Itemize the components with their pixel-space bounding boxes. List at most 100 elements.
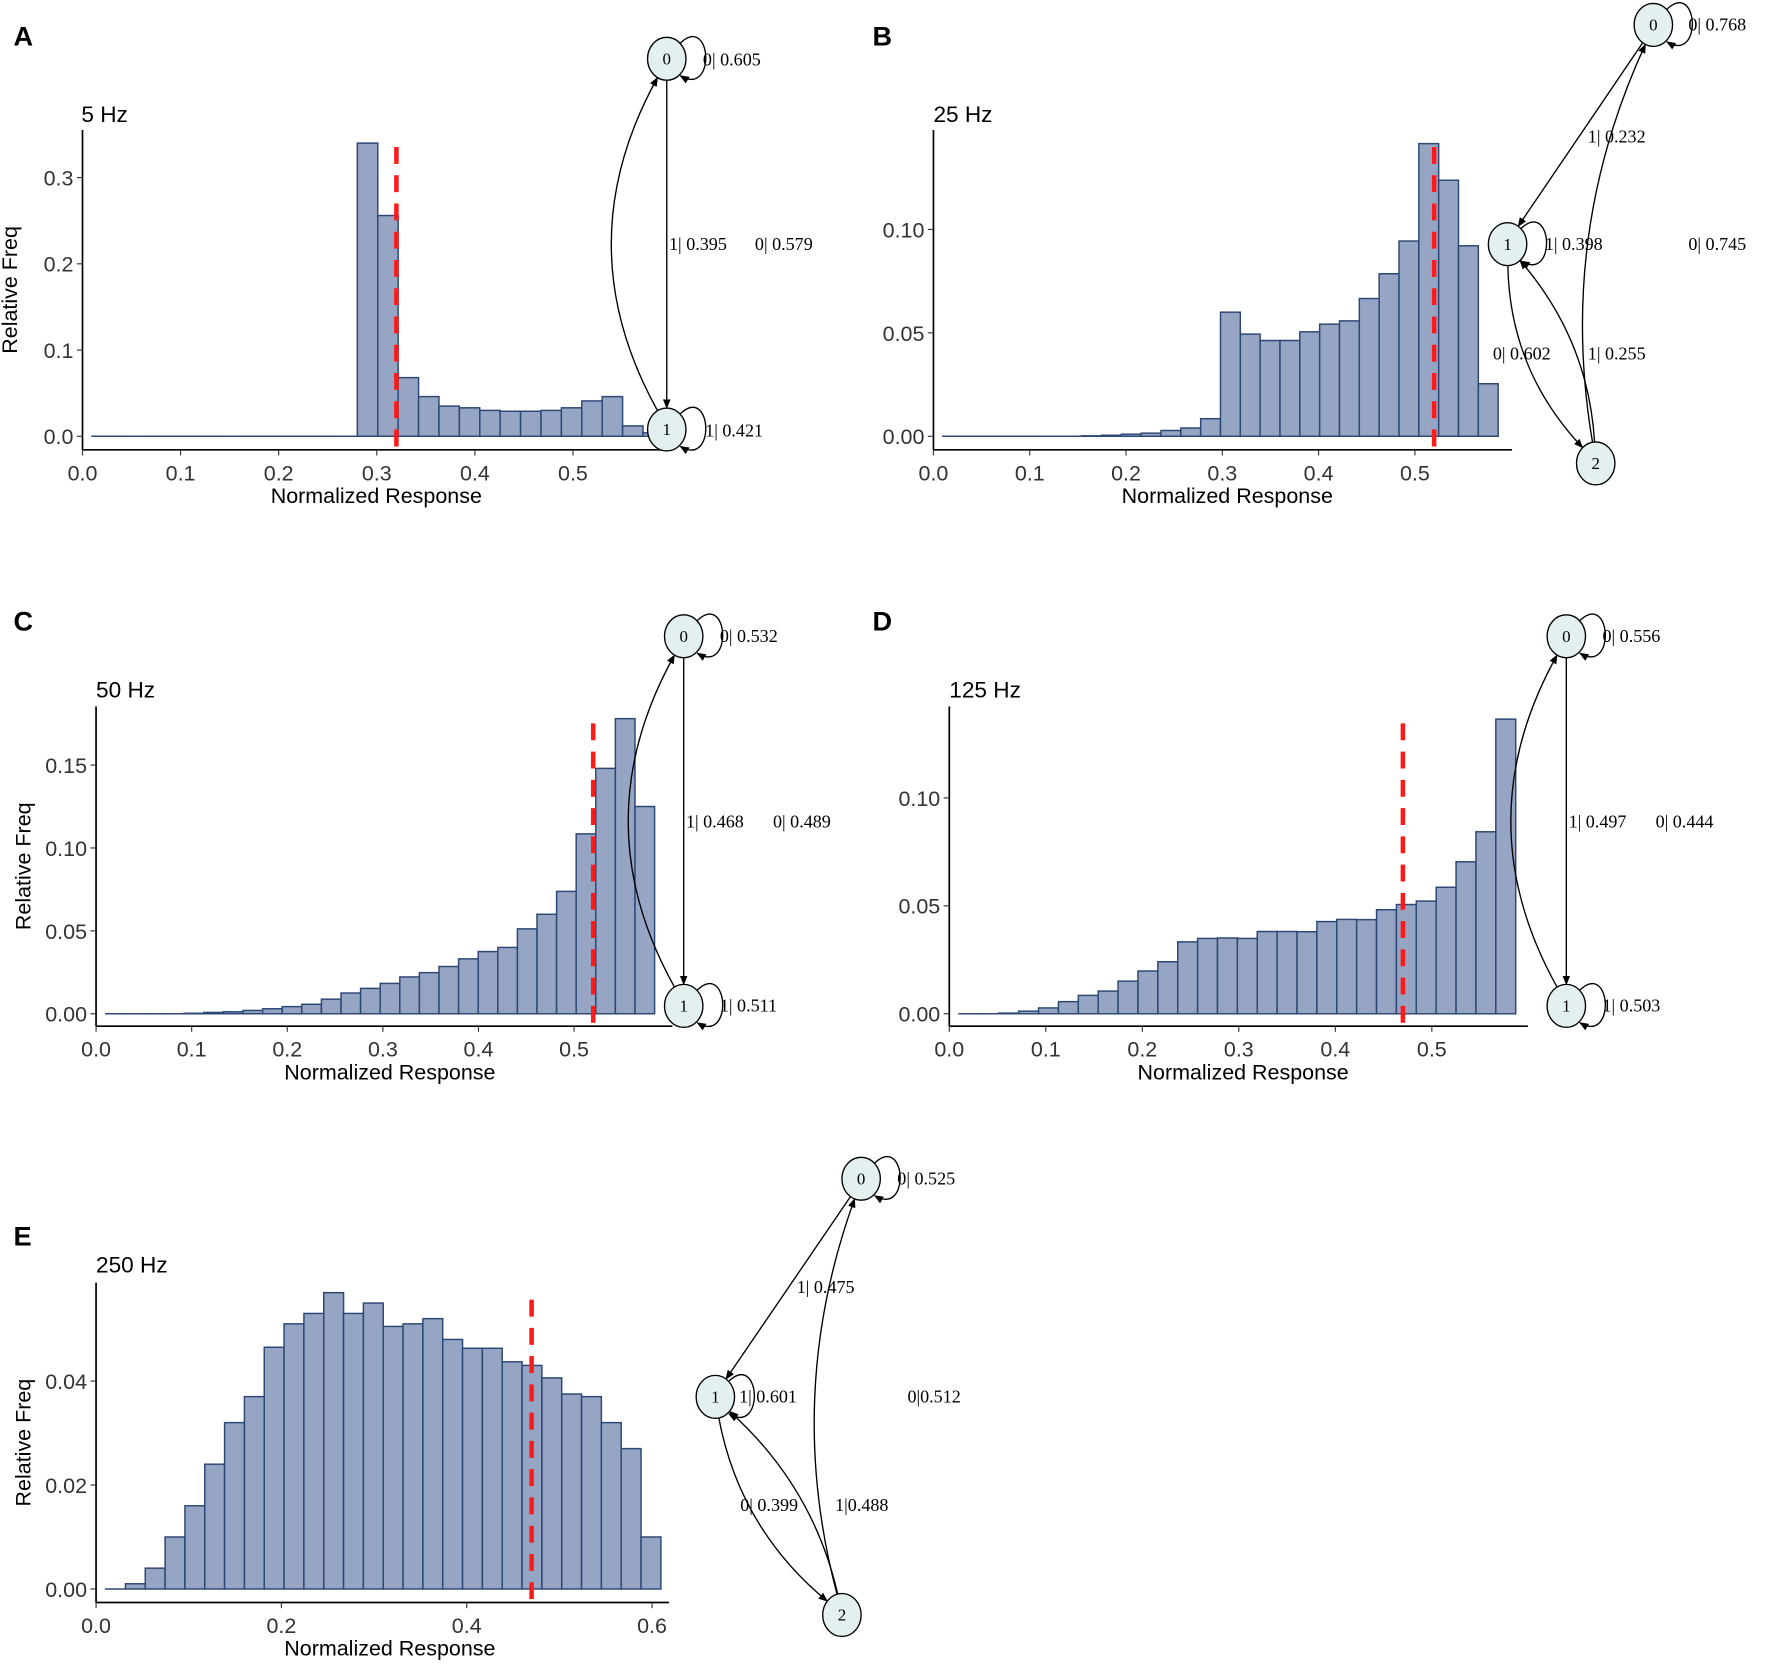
x-tick-label: 0.1 — [177, 1038, 207, 1062]
x-tick-label: 0.5 — [558, 461, 588, 485]
histogram-bar — [1120, 433, 1142, 438]
y-tick-label: 0.2 — [44, 253, 74, 277]
x-tick-label: 0.0 — [919, 461, 949, 485]
histogram-bar — [1017, 1010, 1040, 1015]
histogram-bar — [203, 1011, 225, 1015]
histogram-bar — [1299, 331, 1321, 438]
histogram-bar — [580, 1395, 603, 1590]
panel-letter: A — [14, 20, 34, 51]
x-tick-label: 0.4 — [452, 1614, 482, 1638]
state-node-label: 2 — [838, 1606, 846, 1625]
histogram-bar — [184, 1505, 206, 1590]
histogram-bar — [1256, 930, 1278, 1015]
chart-title: 250 Hz — [96, 1253, 168, 1278]
transition-label: 0|0.512 — [907, 1387, 960, 1407]
transition-arrow — [1520, 221, 1548, 269]
state-node-label: 1 — [711, 1388, 719, 1407]
histogram-bar — [399, 976, 421, 1015]
state-node — [1633, 2, 1674, 48]
histogram-bar — [1276, 930, 1298, 1015]
transition-label: 0| 0.525 — [897, 1168, 955, 1188]
histogram-bar — [164, 1536, 186, 1590]
x-tick-label: 0.0 — [68, 461, 98, 485]
panel-b: B 25 Hz 0.0 0.1 0.2 0.3 0.4 0.5 0.00 0.05 0.10 Norm… — [872, 2, 1746, 508]
x-tick-label: 0.2 — [1127, 1038, 1157, 1062]
transition-arrow — [610, 76, 659, 411]
histogram-bar — [422, 1317, 444, 1590]
histogram-bar — [418, 971, 440, 1015]
histogram-bar — [499, 410, 522, 438]
transition-arrow — [1517, 42, 1644, 228]
histogram-bar — [519, 410, 542, 438]
histogram-bar — [1477, 383, 1499, 438]
histogram-bar — [1435, 886, 1457, 1015]
histogram-bar — [1037, 1007, 1060, 1015]
histogram-bar — [263, 1346, 285, 1590]
state-diagram: 0| 0.768 1| 0.232 1| 0.398 0| 0.602 1| 0.255… — [1487, 2, 1746, 486]
y-tick-label: 0.0 — [44, 425, 74, 449]
histogram-bar — [516, 928, 538, 1015]
y-tick-label: 0.05 — [45, 920, 87, 944]
state-node — [695, 1374, 736, 1420]
histogram-bar — [342, 1312, 365, 1590]
histogram-bar — [1398, 240, 1420, 438]
histogram-bar — [261, 1008, 283, 1015]
state-node-label: 1 — [1503, 235, 1511, 254]
histogram-bar — [457, 958, 479, 1015]
y-tick-label: 0.02 — [45, 1474, 87, 1498]
x-tick-label: 0.2 — [266, 1614, 296, 1638]
transition-arrow — [1507, 265, 1584, 449]
histogram-bar — [595, 767, 617, 1015]
panel-letter: D — [872, 606, 892, 637]
x-tick-label: 0.6 — [637, 1614, 667, 1638]
histogram-bar — [601, 395, 624, 438]
histogram-bar — [438, 405, 461, 438]
histogram-bar — [560, 1393, 583, 1590]
histogram-bar — [1077, 994, 1099, 1015]
state-diagram: 0| 0.532 1| 0.468 0| 0.489 1| 0.511 0 1 — [627, 613, 831, 1031]
histogram-bar — [417, 395, 440, 438]
transition-label: 0| 0.532 — [720, 626, 778, 646]
transition-label: 0| 0.745 — [1688, 234, 1746, 254]
histogram-bar — [243, 1395, 265, 1590]
histogram-bar — [1199, 417, 1222, 438]
x-tick-label: 0.0 — [81, 1614, 111, 1638]
transition-label: 0| 0.602 — [1493, 343, 1551, 363]
transition-arrow — [728, 1374, 755, 1422]
state-node — [646, 36, 687, 81]
x-tick-label: 0.3 — [1224, 1038, 1254, 1062]
histogram-bar — [124, 1583, 147, 1590]
state-node-label: 0 — [857, 1169, 865, 1188]
histogram-bar — [1180, 427, 1202, 438]
histogram-bar — [242, 1009, 264, 1015]
histogram-bar — [634, 805, 656, 1015]
y-tick-label: 0.04 — [45, 1370, 87, 1394]
state-node-label: 0 — [663, 49, 671, 68]
transition-label: 1|0.488 — [835, 1495, 888, 1515]
y-tick-label: 0.00 — [45, 1578, 87, 1602]
histogram-bar — [323, 1291, 345, 1590]
histogram-bar — [356, 142, 379, 438]
histogram-bar — [1057, 1000, 1080, 1015]
state-node-label: 1 — [1562, 996, 1570, 1015]
histogram-bar — [481, 1347, 503, 1590]
x-tick-label: 0.5 — [1400, 461, 1430, 485]
state-node-label: 0 — [1562, 627, 1570, 646]
transition-label: 1| 0.255 — [1588, 343, 1646, 363]
state-node — [663, 614, 704, 659]
histogram-bar — [204, 1463, 226, 1590]
transition-label: 1| 0.232 — [1588, 126, 1646, 146]
transition-label: 1| 0.421 — [705, 420, 763, 440]
panel-c: C 50 Hz 0.0 0.1 0.2 0.3 0.4 0.5 0.00 0.05 0.10 0.15… — [12, 606, 831, 1085]
histogram-bar — [555, 890, 577, 1015]
x-tick-label: 0.4 — [460, 461, 490, 485]
x-axis-label: Normalized Response — [271, 484, 482, 508]
histogram-bar — [438, 965, 460, 1015]
state-diagram: 0| 0.556 1| 0.497 0| 0.444 1| 0.503 0 1 — [1510, 613, 1713, 1031]
state-node — [841, 1156, 882, 1201]
state-node — [1575, 441, 1616, 486]
y-tick-label: 0.1 — [44, 339, 74, 363]
transition-label: 1| 0.511 — [720, 995, 777, 1015]
histogram-bar — [1375, 908, 1398, 1015]
histogram-bar — [362, 1302, 384, 1590]
